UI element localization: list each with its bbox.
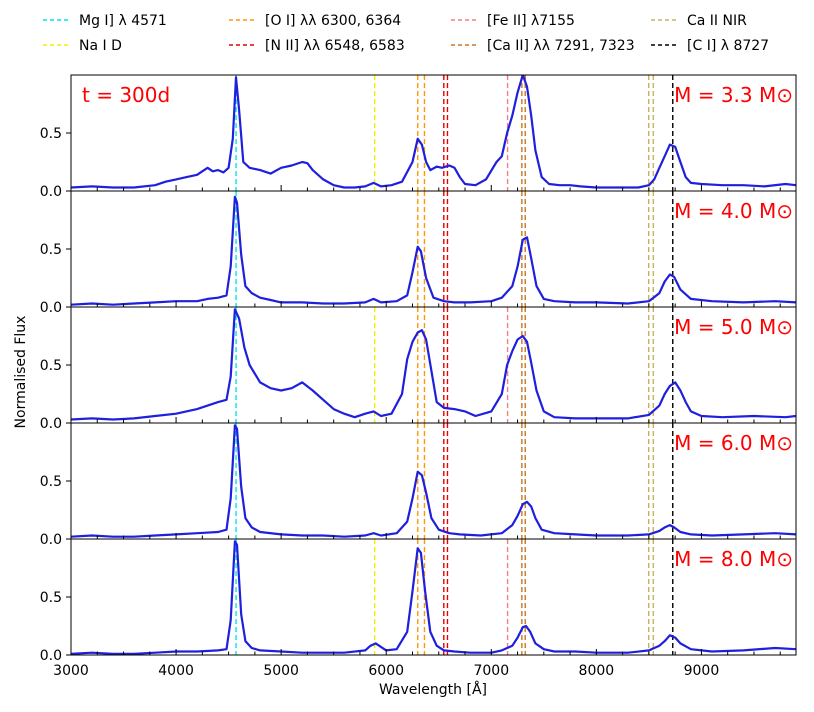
legend-entry: [O I] λλ 6300, 6364 <box>229 13 401 29</box>
legend-label: Na I D <box>79 38 122 54</box>
legend-entry: Ca II NIR <box>651 13 747 29</box>
spectrum-line <box>71 540 796 655</box>
spectrum-line <box>71 308 796 421</box>
legend-entry: [Fe II] λ7155 <box>451 13 575 29</box>
legend-label: [O I] λλ 6300, 6364 <box>265 13 401 29</box>
x-tick-label: 3000 <box>53 663 89 679</box>
panel: 0.0 0.5 M = 4.0 M⊙ <box>40 190 797 316</box>
panel: 0.0 0.5 M = 6.0 M⊙ <box>40 422 797 548</box>
legend-entry: [Ca II] λλ 7291, 7323 <box>451 38 635 54</box>
legend-label: Ca II NIR <box>687 13 747 29</box>
spectrum-line <box>71 195 796 306</box>
panels: 0.0 0.5 t = 300d M = 3.3 M⊙ 0.0 0.5 M = 4.0 M⊙… <box>40 74 797 679</box>
panel: 0.0 0.5 M = 8.0 M⊙ 3000 4000 5000 6000 7000 8000… <box>40 538 797 679</box>
x-tick-label: 4000 <box>158 663 194 679</box>
legend-label: Mg I] λ 4571 <box>79 13 167 29</box>
x-tick-label: 5000 <box>263 663 299 679</box>
y-tick-label: 0.5 <box>40 590 62 606</box>
x-tick-label: 8000 <box>579 663 615 679</box>
legend-entry: [N II] λλ 6548, 6583 <box>229 38 405 54</box>
legend-label: [N II] λλ 6548, 6583 <box>265 38 405 54</box>
legend-label: [C I] λ 8727 <box>687 38 769 54</box>
x-tick-label: 7000 <box>473 663 509 679</box>
y-tick-label: 0.0 <box>40 300 62 316</box>
mass-label: M = 5.0 M⊙ <box>674 315 793 339</box>
spectrum-line <box>71 75 796 189</box>
spectrum-line <box>71 424 796 538</box>
time-label: t = 300d <box>82 83 170 107</box>
y-tick-label: 0.5 <box>40 242 62 258</box>
y-tick-label: 0.0 <box>40 648 62 664</box>
x-tick-label: 9000 <box>684 663 720 679</box>
mass-label: M = 3.3 M⊙ <box>674 83 793 107</box>
legend: Mg I] λ 4571 Na I D [O I] λλ 6300, 6364 [N … <box>43 13 769 54</box>
y-tick-label: 0.0 <box>40 532 62 548</box>
x-axis-label: Wavelength [Å] <box>379 681 487 698</box>
y-tick-label: 0.5 <box>40 474 62 490</box>
y-tick-label: 0.5 <box>40 358 62 374</box>
mass-label: M = 6.0 M⊙ <box>674 431 793 455</box>
legend-entry: Na I D <box>43 38 122 54</box>
y-tick-label: 0.5 <box>40 126 62 142</box>
legend-label: [Fe II] λ7155 <box>487 13 575 29</box>
legend-label: [Ca II] λλ 7291, 7323 <box>487 38 635 54</box>
y-tick-label: 0.0 <box>40 416 62 432</box>
legend-entry: [C I] λ 8727 <box>651 38 769 54</box>
legend-entry: Mg I] λ 4571 <box>43 13 167 29</box>
mass-label: M = 4.0 M⊙ <box>674 199 793 223</box>
mass-label: M = 8.0 M⊙ <box>674 547 793 571</box>
panel: 0.0 0.5 t = 300d M = 3.3 M⊙ <box>40 74 797 200</box>
panel: 0.0 0.5 M = 5.0 M⊙ <box>40 306 797 432</box>
x-tick-label: 6000 <box>368 663 404 679</box>
y-tick-label: 0.0 <box>40 184 62 200</box>
y-axis-label: Normalised Flux <box>13 316 29 429</box>
